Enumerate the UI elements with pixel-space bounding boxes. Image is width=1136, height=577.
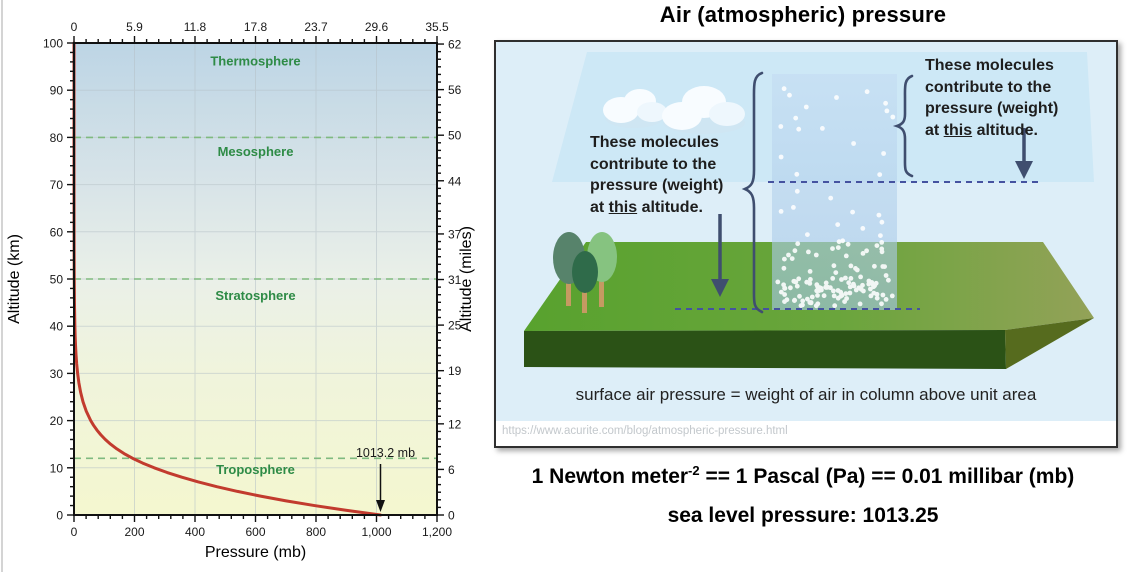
- svg-text:19: 19: [448, 364, 462, 378]
- tree-icon: [572, 251, 598, 313]
- axis-ticks: [67, 36, 444, 522]
- svg-text:200: 200: [124, 525, 144, 539]
- chart-root: Thermosphere Mesosphere Stratosphere Tropos…: [6, 20, 475, 561]
- svg-text:1,000: 1,000: [361, 525, 391, 539]
- left-edge-line: [1, 0, 3, 572]
- svg-text:29.6: 29.6: [365, 20, 389, 34]
- svg-text:80: 80: [50, 131, 64, 145]
- axis-titles: Pressure (mb) Altitude (km) Altitude (mile…: [6, 226, 475, 561]
- svg-text:17.8: 17.8: [244, 20, 268, 34]
- note-line: contribute to the: [590, 155, 717, 173]
- note-line: contribute to the: [925, 78, 1052, 96]
- down-arrow-icon: [711, 214, 729, 297]
- svg-text:0: 0: [448, 509, 455, 523]
- y-axis-title-km: Altitude (km): [6, 234, 23, 324]
- svg-text:0: 0: [71, 20, 78, 34]
- unit-equation: 1 Newton meter-2 == 1 Pascal (Pa) == 0.0…: [531, 463, 1075, 488]
- svg-text:800: 800: [306, 525, 326, 539]
- svg-text:0: 0: [56, 509, 63, 523]
- illustration-panel: These molecules contribute to the pressu…: [494, 40, 1118, 448]
- pressure-altitude-chart: Thermosphere Mesosphere Stratosphere Tropos…: [0, 0, 492, 572]
- layer-label: Troposphere: [216, 462, 295, 477]
- surface-pressure-caption: surface air pressure = weight of air in …: [575, 385, 1037, 404]
- x-axis-title: Pressure (mb): [205, 544, 306, 561]
- svg-text:6: 6: [448, 463, 455, 477]
- svg-text:50: 50: [448, 129, 462, 143]
- svg-text:23.7: 23.7: [304, 20, 328, 34]
- svg-text:1013.2 mb: 1013.2 mb: [356, 446, 415, 460]
- page-title: Air (atmospheric) pressure: [659, 2, 947, 27]
- svg-text:10: 10: [50, 461, 64, 475]
- note-line: pressure (weight): [590, 177, 724, 194]
- svg-text:11.8: 11.8: [184, 20, 207, 34]
- layer-label: Stratosphere: [215, 288, 295, 303]
- source-url-watermark: https://www.acurite.com/blog/atmospheric…: [502, 425, 788, 437]
- sea-level-pressure-line: sea level pressure: 1013.25: [667, 504, 939, 527]
- air-molecules: [775, 86, 896, 309]
- svg-text:600: 600: [245, 525, 265, 539]
- left-molecules-note: These molecules contribute to the pressu…: [590, 132, 765, 218]
- svg-text:31: 31: [448, 273, 462, 287]
- svg-text:30: 30: [50, 367, 64, 381]
- upper-column-brace-icon: [892, 74, 914, 178]
- svg-text:56: 56: [448, 83, 462, 97]
- right-column: Air (atmospheric) pressure: [478, 0, 1128, 572]
- note-line: at this altitude.: [925, 121, 1038, 139]
- full-column-brace-icon: [741, 71, 764, 314]
- layer-label: Thermosphere: [210, 53, 300, 68]
- y-axis-title-miles: Altitude (miles): [458, 226, 475, 332]
- svg-text:1,200: 1,200: [422, 525, 452, 539]
- note-line: These molecules: [590, 134, 719, 151]
- svg-text:35.5: 35.5: [425, 20, 449, 34]
- svg-text:400: 400: [185, 525, 205, 539]
- layer-labels: Thermosphere Mesosphere Stratosphere Tropos…: [210, 53, 300, 477]
- svg-text:50: 50: [50, 273, 64, 287]
- svg-text:62: 62: [448, 38, 462, 52]
- illustration-svg: [496, 42, 1116, 421]
- svg-text:25: 25: [448, 319, 462, 333]
- sea-level-annotation: 1013.2 mb: [356, 446, 415, 512]
- note-line: These molecules: [925, 57, 1054, 74]
- svg-text:5.9: 5.9: [126, 20, 143, 34]
- svg-text:0: 0: [71, 525, 78, 539]
- svg-text:37: 37: [448, 227, 462, 241]
- note-line: at this altitude.: [590, 198, 703, 216]
- right-molecules-note: These molecules contribute to the pressu…: [925, 55, 1095, 141]
- svg-text:20: 20: [50, 414, 64, 428]
- layer-label: Mesosphere: [218, 144, 294, 159]
- cloud-icon: [603, 89, 667, 128]
- svg-text:70: 70: [50, 178, 64, 192]
- svg-text:40: 40: [50, 320, 64, 334]
- svg-text:100: 100: [43, 37, 63, 51]
- chart-svg: Thermosphere Mesosphere Stratosphere Tropos…: [6, 20, 475, 561]
- note-line: pressure (weight): [925, 100, 1059, 117]
- svg-text:12: 12: [448, 417, 462, 431]
- down-arrow-icon: [1015, 128, 1033, 179]
- svg-text:60: 60: [50, 225, 64, 239]
- svg-text:44: 44: [448, 174, 462, 188]
- cloud-icon: [662, 86, 745, 134]
- svg-text:90: 90: [50, 84, 64, 98]
- superscript-exponent: -2: [688, 463, 700, 478]
